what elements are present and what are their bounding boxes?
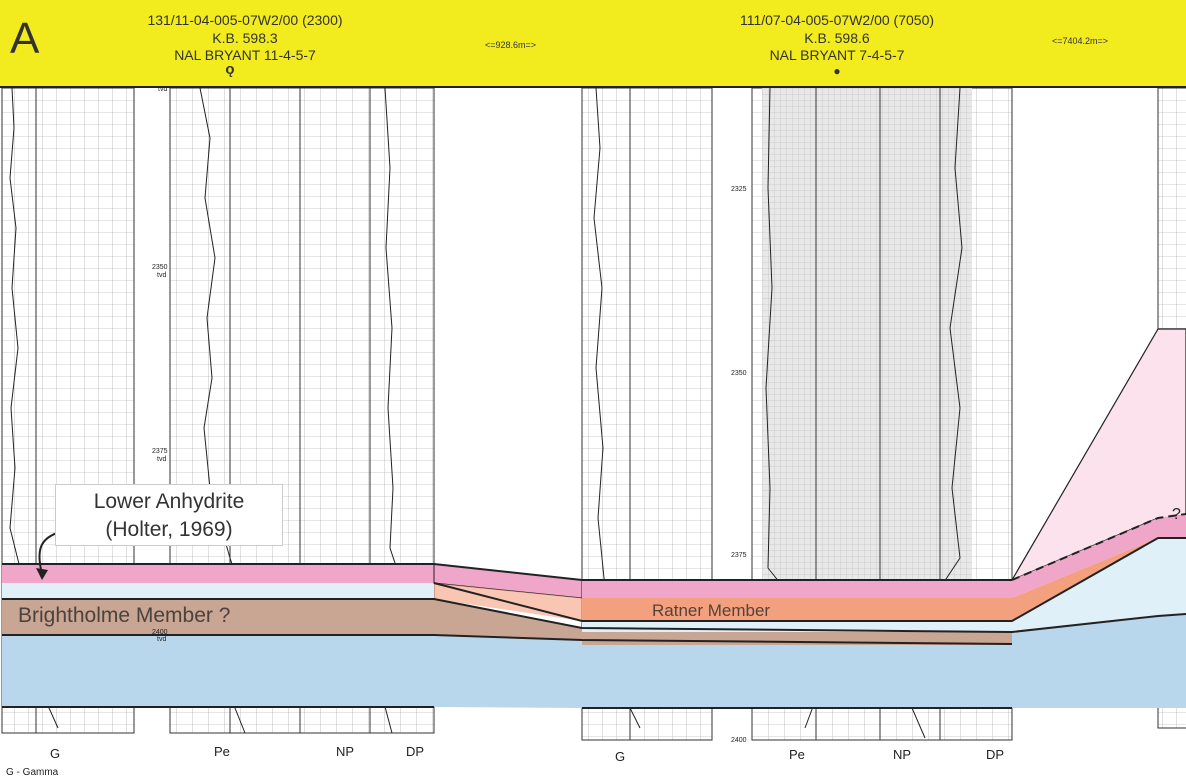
well1-kb: K.B. 598.3: [212, 30, 278, 46]
well2-pink-band: [582, 580, 1012, 598]
well1-track-label-np: NP: [336, 744, 355, 759]
well1-symbol-icon: ǫ: [225, 61, 235, 78]
well2-track-label-np: NP: [893, 747, 912, 762]
svg-text:tvd: tvd: [157, 636, 166, 643]
svg-text:tvd: tvd: [157, 272, 166, 279]
well2-orange-band: [582, 598, 1012, 621]
callout-line-2: (Holter, 1969): [105, 518, 233, 541]
well1-depth-2400: 2400: [152, 629, 168, 636]
well2-uwi: 111/07-04-005-07W2/00 (7050): [739, 12, 935, 28]
svg-text:tvd: tvd: [158, 88, 167, 93]
well2-symbol-icon: ●: [833, 64, 841, 78]
well2-blue-band: [582, 645, 1012, 708]
panel-letter: A: [10, 14, 40, 63]
well1-pink-band: [2, 564, 434, 583]
callout-line-1: Lower Anhydrite: [93, 490, 245, 513]
brightholme-member-label: Brightholme Member ?: [18, 604, 231, 627]
uncertain-correlation-mark: ?: [1172, 506, 1181, 523]
well2-depth-2350: 2350: [731, 370, 747, 377]
well2-depth-2400: 2400: [731, 737, 747, 744]
well1-track-label-g: G: [50, 746, 61, 761]
lower-anhydrite-callout: Lower Anhydrite (Holter, 1969): [55, 484, 283, 546]
well-distance-1: <=928.6m=>: [485, 40, 537, 50]
well1-depth-2350: 2350: [152, 264, 168, 271]
well1-depth-2375: 2375: [152, 448, 168, 455]
well1-blue-band: [2, 635, 434, 707]
well2-depth-2375: 2375: [731, 552, 747, 559]
well1-name: NAL BRYANT 11-4-5-7: [174, 47, 316, 63]
well2-track-label-g: G: [615, 749, 626, 764]
well1-tan-band: [2, 599, 434, 635]
cross-section: tvd 2350 tvd 2375 tvd 2400 tvd 2325 2350…: [1, 88, 1186, 744]
ratner-member-label: Ratner Member: [652, 601, 771, 620]
svg-text:tvd: tvd: [157, 456, 166, 463]
well2-track-label-dp: DP: [986, 747, 1005, 762]
well-header-bar: A 131/11-04-005-07W2/00 (2300) K.B. 598.…: [0, 0, 1186, 88]
well2-name: NAL BRYANT 7-4-5-7: [769, 47, 905, 63]
well1-track-label-pe: Pe: [214, 744, 230, 759]
well1-track-label-dp: DP: [406, 744, 425, 759]
well1-uwi: 131/11-04-005-07W2/00 (2300): [147, 12, 343, 28]
formation-boundaries: [2, 537, 1186, 709]
well1-lightblue-band: [2, 583, 434, 599]
legend-footnote: G - Gamma: [6, 767, 59, 778]
well2-lightblue-band: [582, 621, 1012, 632]
well2-depth-2325: 2325: [731, 186, 747, 193]
well-distance-2: <=7404.2m=>: [1052, 36, 1109, 46]
well2-kb: K.B. 598.6: [804, 30, 870, 46]
well2-track-label-pe: Pe: [789, 747, 805, 762]
